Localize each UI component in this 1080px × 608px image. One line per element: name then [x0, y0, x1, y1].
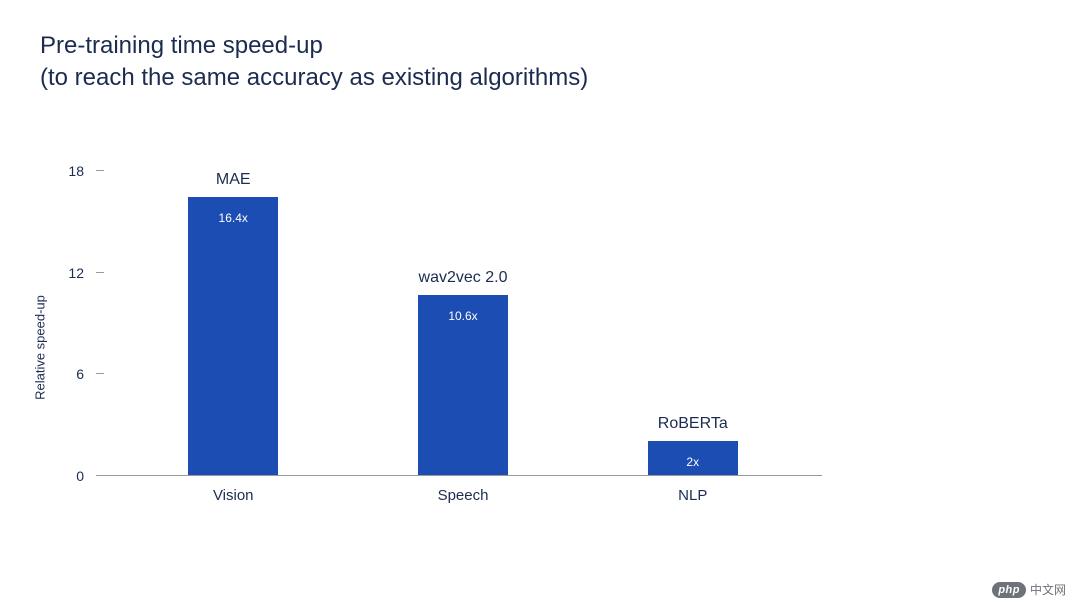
y-tick: 18: [96, 170, 104, 171]
bar-value-label: 2x: [686, 455, 699, 469]
y-tick-label: 0: [76, 468, 84, 484]
y-tick-label: 12: [68, 265, 84, 281]
x-category-label: Speech: [438, 487, 489, 504]
chart-title: Pre-training time speed-up (to reach the…: [40, 30, 588, 95]
bar-top-label: RoBERTa: [658, 415, 728, 433]
y-tick-label: 18: [68, 163, 84, 179]
watermark: php 中文网: [992, 581, 1066, 598]
bar-value-label: 16.4x: [219, 211, 248, 225]
watermark-badge: php: [992, 582, 1026, 598]
bar: RoBERTa2x: [648, 441, 738, 475]
chart-plot: 061218MAE16.4xVisionwav2vec 2.010.6xSpee…: [104, 170, 822, 476]
bar-value-label: 10.6x: [448, 309, 477, 323]
chart-title-line1: Pre-training time speed-up: [40, 30, 588, 62]
x-category-label: Vision: [213, 487, 254, 504]
bar: wav2vec 2.010.6x: [418, 295, 508, 475]
chart: Relative speed-up 061218MAE16.4xVisionwa…: [32, 170, 822, 510]
bar: MAE16.4x: [188, 197, 278, 475]
y-tick: 6: [96, 373, 104, 374]
y-tick-label: 6: [76, 366, 84, 382]
bar-top-label: MAE: [216, 171, 251, 189]
y-tick: 0: [96, 475, 104, 476]
bar-top-label: wav2vec 2.0: [419, 269, 508, 287]
x-category-label: NLP: [678, 487, 707, 504]
watermark-text: 中文网: [1030, 581, 1066, 598]
y-tick: 12: [96, 272, 104, 273]
chart-title-line2: (to reach the same accuracy as existing …: [40, 62, 588, 94]
y-axis-label: Relative speed-up: [33, 295, 48, 400]
